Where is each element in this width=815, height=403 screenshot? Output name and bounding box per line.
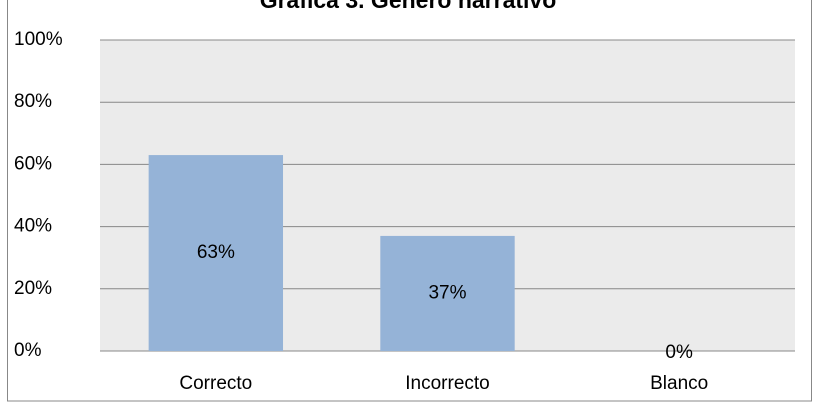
y-tick-label: 0% <box>14 340 42 361</box>
y-tick-label: 20% <box>14 278 52 299</box>
y-tick-label: 40% <box>14 216 52 237</box>
data-label: 63% <box>197 242 235 263</box>
x-tick-label: Correcto <box>179 373 252 394</box>
chart-title: Gráfica 3. Género narrativo <box>260 0 557 13</box>
x-tick-label: Incorrecto <box>405 373 489 394</box>
y-tick-label: 100% <box>14 29 63 50</box>
bar <box>148 155 284 351</box>
data-label: 37% <box>428 282 466 303</box>
bar <box>380 235 515 351</box>
data-label: 0% <box>665 342 693 363</box>
y-tick-label: 80% <box>14 91 52 112</box>
x-tick-label: Blanco <box>650 373 708 394</box>
y-tick-label: 60% <box>14 153 52 174</box>
